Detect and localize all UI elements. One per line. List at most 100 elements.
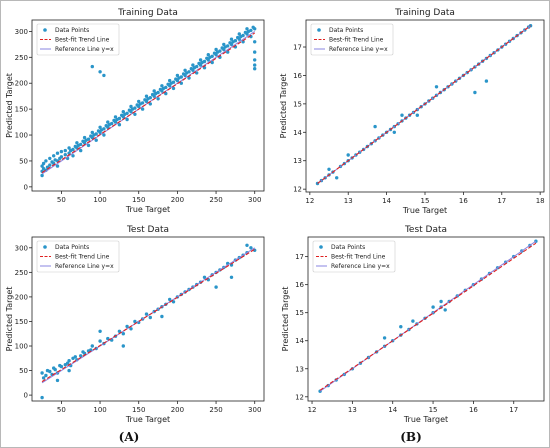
- data-point: [222, 47, 226, 52]
- data-point: [183, 73, 187, 78]
- x-tick-label: 100: [93, 406, 106, 414]
- y-tick-label: 13: [293, 157, 302, 165]
- data-point: [249, 246, 253, 250]
- data-point: [399, 325, 403, 329]
- x-tick-label: 50: [57, 406, 66, 414]
- x-tick-label: 50: [57, 196, 66, 204]
- data-point: [121, 344, 126, 348]
- y-tick-label: 14: [295, 337, 304, 345]
- data-point: [90, 64, 95, 69]
- y-axis-label: Predicted Target: [281, 287, 290, 352]
- data-point: [241, 33, 245, 38]
- chart-title: Test Data: [126, 225, 169, 235]
- data-point: [214, 285, 218, 289]
- data-point: [133, 106, 137, 110]
- data-point: [164, 85, 168, 90]
- legend-box: [36, 23, 120, 56]
- data-point: [121, 332, 126, 336]
- data-point: [44, 159, 48, 163]
- x-tick-label: 100: [93, 196, 106, 204]
- y-tick-label: 200: [15, 293, 28, 301]
- y-tick-label: 0: [24, 392, 28, 400]
- data-point: [229, 42, 234, 47]
- plot-area: [31, 236, 265, 402]
- x-tick-label: 13: [344, 197, 353, 205]
- data-point: [102, 73, 106, 78]
- data-point: [168, 78, 172, 83]
- data-point: [249, 28, 253, 33]
- data-point: [191, 68, 195, 73]
- trend-line: [41, 32, 256, 174]
- data-point: [90, 344, 95, 348]
- data-point: [156, 90, 160, 95]
- data-point: [195, 64, 199, 69]
- data-point: [253, 58, 257, 62]
- y-tick-label: 250: [15, 269, 28, 277]
- legend-label: Data Points: [329, 27, 363, 34]
- data-point: [327, 167, 331, 171]
- data-point: [98, 329, 102, 333]
- data-point: [245, 243, 249, 247]
- data-point: [229, 275, 234, 279]
- data-point: [48, 156, 52, 161]
- data-point: [40, 164, 44, 168]
- data-point: [94, 138, 98, 142]
- data-point: [245, 27, 249, 31]
- data-point: [335, 176, 339, 180]
- data-point: [106, 125, 110, 129]
- data-point: [382, 336, 387, 340]
- caption-a: (A): [118, 430, 140, 444]
- chart-title: Test Data: [404, 225, 447, 235]
- x-tick-label: 13: [348, 406, 357, 414]
- x-tick-label: 200: [171, 406, 184, 414]
- data-point: [125, 324, 129, 329]
- data-point: [86, 143, 91, 148]
- data-point: [237, 37, 241, 41]
- data-point: [214, 47, 218, 52]
- data-point: [187, 70, 191, 74]
- caption-b: (B): [400, 430, 422, 444]
- data-point: [373, 124, 377, 129]
- y-tick-label: 15: [295, 309, 304, 317]
- data-point: [52, 154, 56, 158]
- legend: Data Points Best-fit Trend Line Reference …: [36, 240, 120, 273]
- legend-label: Reference Line y=x: [329, 46, 388, 53]
- data-point: [137, 104, 141, 109]
- trend-line: [317, 25, 531, 184]
- panel-a-training: Training Data 50 100 150 200 250 300 0 50 100 150 2…: [0, 0, 272, 220]
- legend-point-marker: [319, 245, 323, 249]
- x-tick-label: 17: [509, 406, 518, 414]
- data-point: [129, 110, 133, 114]
- data-point: [40, 173, 44, 178]
- x-tick-label: 12: [308, 406, 317, 414]
- legend-label: Data Points: [55, 244, 89, 251]
- data-point: [431, 305, 435, 309]
- y-axis-label: Predicted Target: [279, 74, 288, 139]
- y-tick-label: 200: [15, 80, 28, 88]
- x-tick-label: 300: [248, 196, 261, 204]
- data-point: [148, 96, 152, 100]
- y-tick-label: 250: [15, 54, 28, 62]
- data-point: [79, 148, 83, 153]
- data-point: [48, 163, 52, 167]
- data-point: [168, 84, 172, 88]
- chart-svg: Training Data 12 13 14 15 16 17 18 12 13 14 15 16 17 T…: [279, 8, 545, 215]
- data-point: [443, 308, 447, 312]
- data-point: [63, 148, 67, 153]
- data-point: [53, 367, 57, 372]
- data-point: [71, 154, 75, 158]
- data-point: [106, 336, 110, 341]
- y-tick-label: 12: [295, 393, 304, 401]
- y-tick-label: 16: [293, 72, 302, 80]
- y-tick-label: 13: [295, 365, 304, 373]
- data-point: [67, 368, 71, 373]
- data-point: [206, 53, 210, 57]
- data-point: [41, 376, 46, 380]
- data-point: [125, 111, 129, 116]
- y-tick-label: 17: [295, 253, 304, 261]
- data-point: [346, 153, 350, 157]
- data-point: [117, 116, 122, 121]
- data-point: [129, 327, 133, 331]
- data-point: [198, 58, 203, 62]
- x-tick-label: 15: [429, 406, 438, 414]
